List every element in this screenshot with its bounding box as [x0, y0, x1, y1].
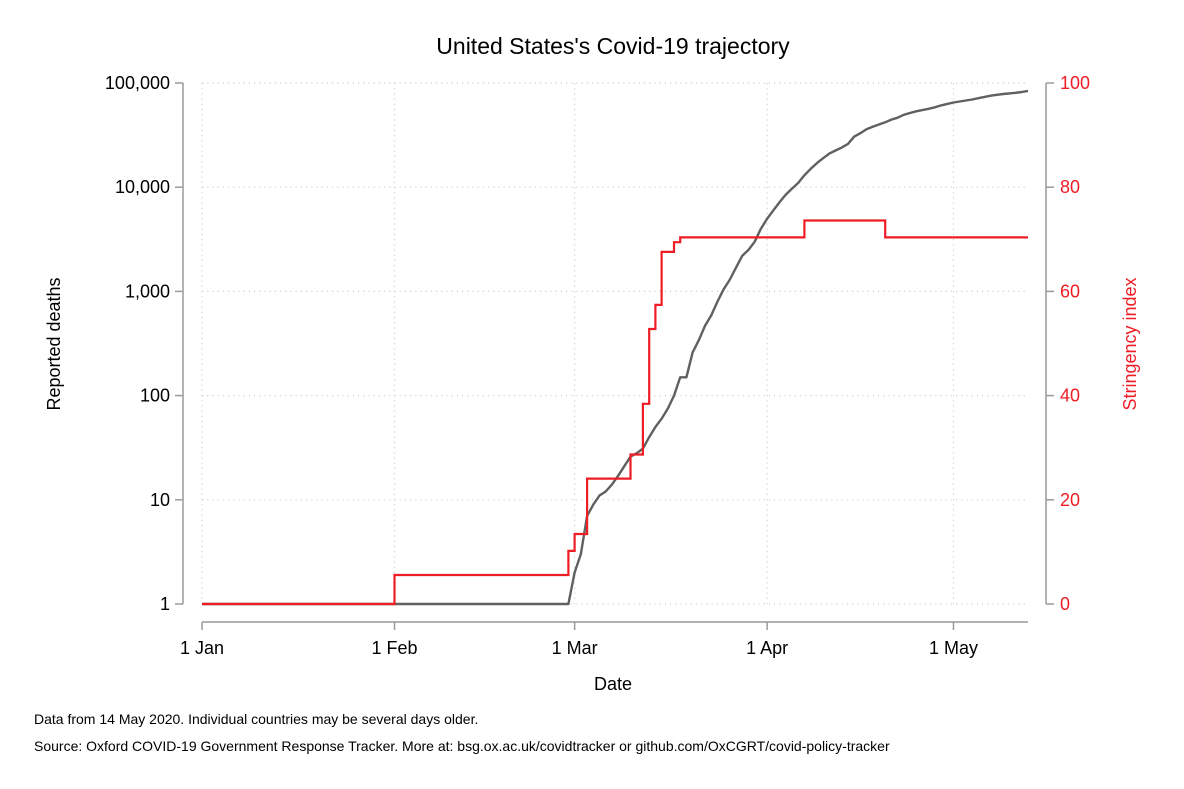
- x-tick-label: 1 Mar: [552, 638, 598, 658]
- y-axis-left-label: Reported deaths: [44, 277, 64, 410]
- x-tick-label: 1 May: [929, 638, 978, 658]
- y-left-tick-label: 10: [150, 490, 170, 510]
- y-right-tick-label: 60: [1060, 281, 1080, 301]
- y-right-tick-label: 80: [1060, 177, 1080, 197]
- series-line-stringency-index: [202, 219, 1028, 606]
- x-axis-label: Date: [594, 674, 632, 694]
- x-tick-label: 1 Apr: [746, 638, 788, 658]
- x-tick-label: 1 Jan: [180, 638, 224, 658]
- y-right-tick-label: 0: [1060, 594, 1070, 614]
- x-tick-label: 1 Feb: [372, 638, 418, 658]
- series-line-reported-deaths: [202, 89, 1029, 606]
- chart-title: United States's Covid-19 trajectory: [436, 33, 790, 59]
- y-left-tick-label: 1: [160, 594, 170, 614]
- y-left-tick-label: 10,000: [115, 177, 170, 197]
- tick-labels: 1 10 100 1,000 10,000 100,000 0 20 40 60 80 100 1 Ja…: [105, 73, 1090, 658]
- y-left-tick-label: 100,000: [105, 73, 170, 93]
- y-axis-right-label: Stringency index: [1120, 277, 1140, 410]
- y-right-tick-label: 40: [1060, 386, 1080, 406]
- chart: 1 10 100 1,000 10,000 100,000 0 20 40 60 80 100 1 Ja…: [44, 33, 1140, 694]
- y-right-tick-label: 20: [1060, 490, 1080, 510]
- series-lines: [202, 89, 1029, 606]
- axes: [175, 82, 1054, 630]
- y-left-tick-label: 1,000: [125, 281, 170, 301]
- y-right-tick-label: 100: [1060, 73, 1090, 93]
- grid: [201, 82, 1028, 605]
- footnote-source: Source: Oxford COVID-19 Government Respo…: [34, 738, 890, 754]
- footnote-data-date: Data from 14 May 2020. Individual countr…: [34, 711, 479, 727]
- y-left-tick-label: 100: [140, 386, 170, 406]
